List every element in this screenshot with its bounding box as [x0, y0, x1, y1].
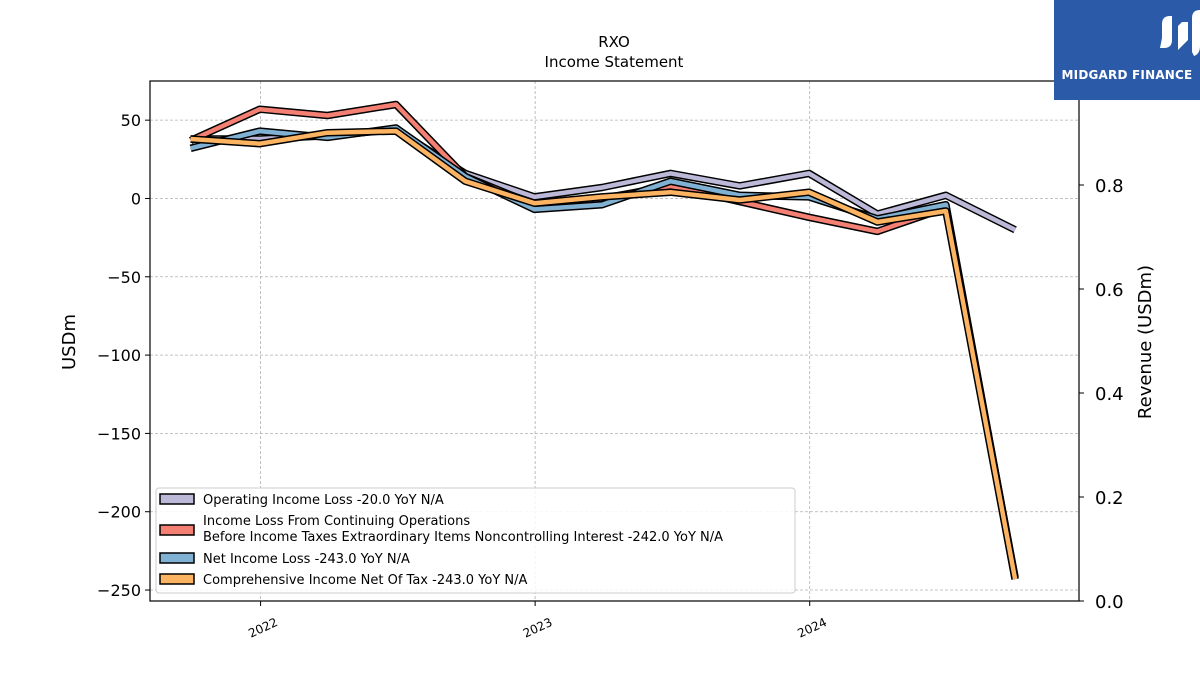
x-axis: 2022 2023 2024	[246, 601, 829, 641]
legend-item: Net Income Loss -243.0 YoY N/A	[159, 552, 410, 567]
y2-tick-label: 0.0	[1095, 592, 1124, 613]
y-tick-label: −50	[107, 268, 141, 287]
legend-swatch	[159, 573, 195, 585]
y-tick-label: −250	[97, 581, 141, 600]
y-tick-label: 50	[121, 111, 141, 130]
y2-tick-label: 0.8	[1095, 176, 1124, 197]
legend-label: Net Income Loss -243.0 YoY N/A	[203, 552, 410, 567]
brand-logo: MIDGARD FINANCE	[1054, 0, 1200, 100]
y-tick-label: −200	[97, 503, 141, 522]
x-tick-label: 2023	[521, 615, 555, 641]
y2-tick-label: 0.6	[1095, 280, 1124, 301]
legend-item: Operating Income Loss -20.0 YoY N/A	[159, 493, 444, 508]
legend-label: Operating Income Loss -20.0 YoY N/A	[203, 493, 444, 508]
legend: Operating Income Loss -20.0 YoY N/A Incom…	[155, 487, 796, 594]
logo-brand-text: MIDGARD FINANCE	[1061, 68, 1193, 82]
y-tick-label: 0	[131, 189, 141, 208]
y2-axis-label: Revenue (USDm)	[1135, 265, 1156, 419]
chart-title: RXO	[598, 33, 630, 51]
series-lines	[189, 100, 1019, 580]
grid-lines	[150, 81, 1079, 601]
y2-tick-label: 0.2	[1095, 488, 1124, 509]
plot-frame	[149, 80, 1080, 602]
legend-swatch	[159, 493, 195, 505]
series-line	[190, 128, 1018, 580]
chart-subtitle: Income Statement	[545, 53, 684, 71]
legend-swatch	[159, 552, 195, 564]
legend-frame	[155, 487, 796, 594]
legend-item: Comprehensive Income Net Of Tax -243.0 Y…	[159, 573, 528, 588]
logo-mark-icon	[1160, 10, 1200, 56]
y2-tick-label: 0.4	[1095, 384, 1124, 405]
y-axis-label: USDm	[59, 314, 80, 370]
x-tick-label: 2024	[795, 615, 829, 641]
legend-label: Income Loss From Continuing Operations	[203, 514, 470, 529]
legend-label: Before Income Taxes Extraordinary Items …	[203, 530, 723, 545]
y-tick-label: −150	[97, 424, 141, 443]
x-tick-label: 2022	[246, 615, 280, 641]
right-y-axis: 0.0 0.2 0.4 0.6 0.8	[1079, 176, 1124, 613]
left-y-axis: 50 0 −50 −100 −150 −200 −250	[97, 111, 150, 600]
legend-label: Comprehensive Income Net Of Tax -243.0 Y…	[203, 573, 528, 588]
series-4	[190, 127, 1019, 580]
y-tick-label: −100	[97, 346, 141, 365]
legend-item: Income Loss From Continuing OperationsBe…	[159, 514, 723, 545]
legend-swatch	[159, 524, 195, 536]
